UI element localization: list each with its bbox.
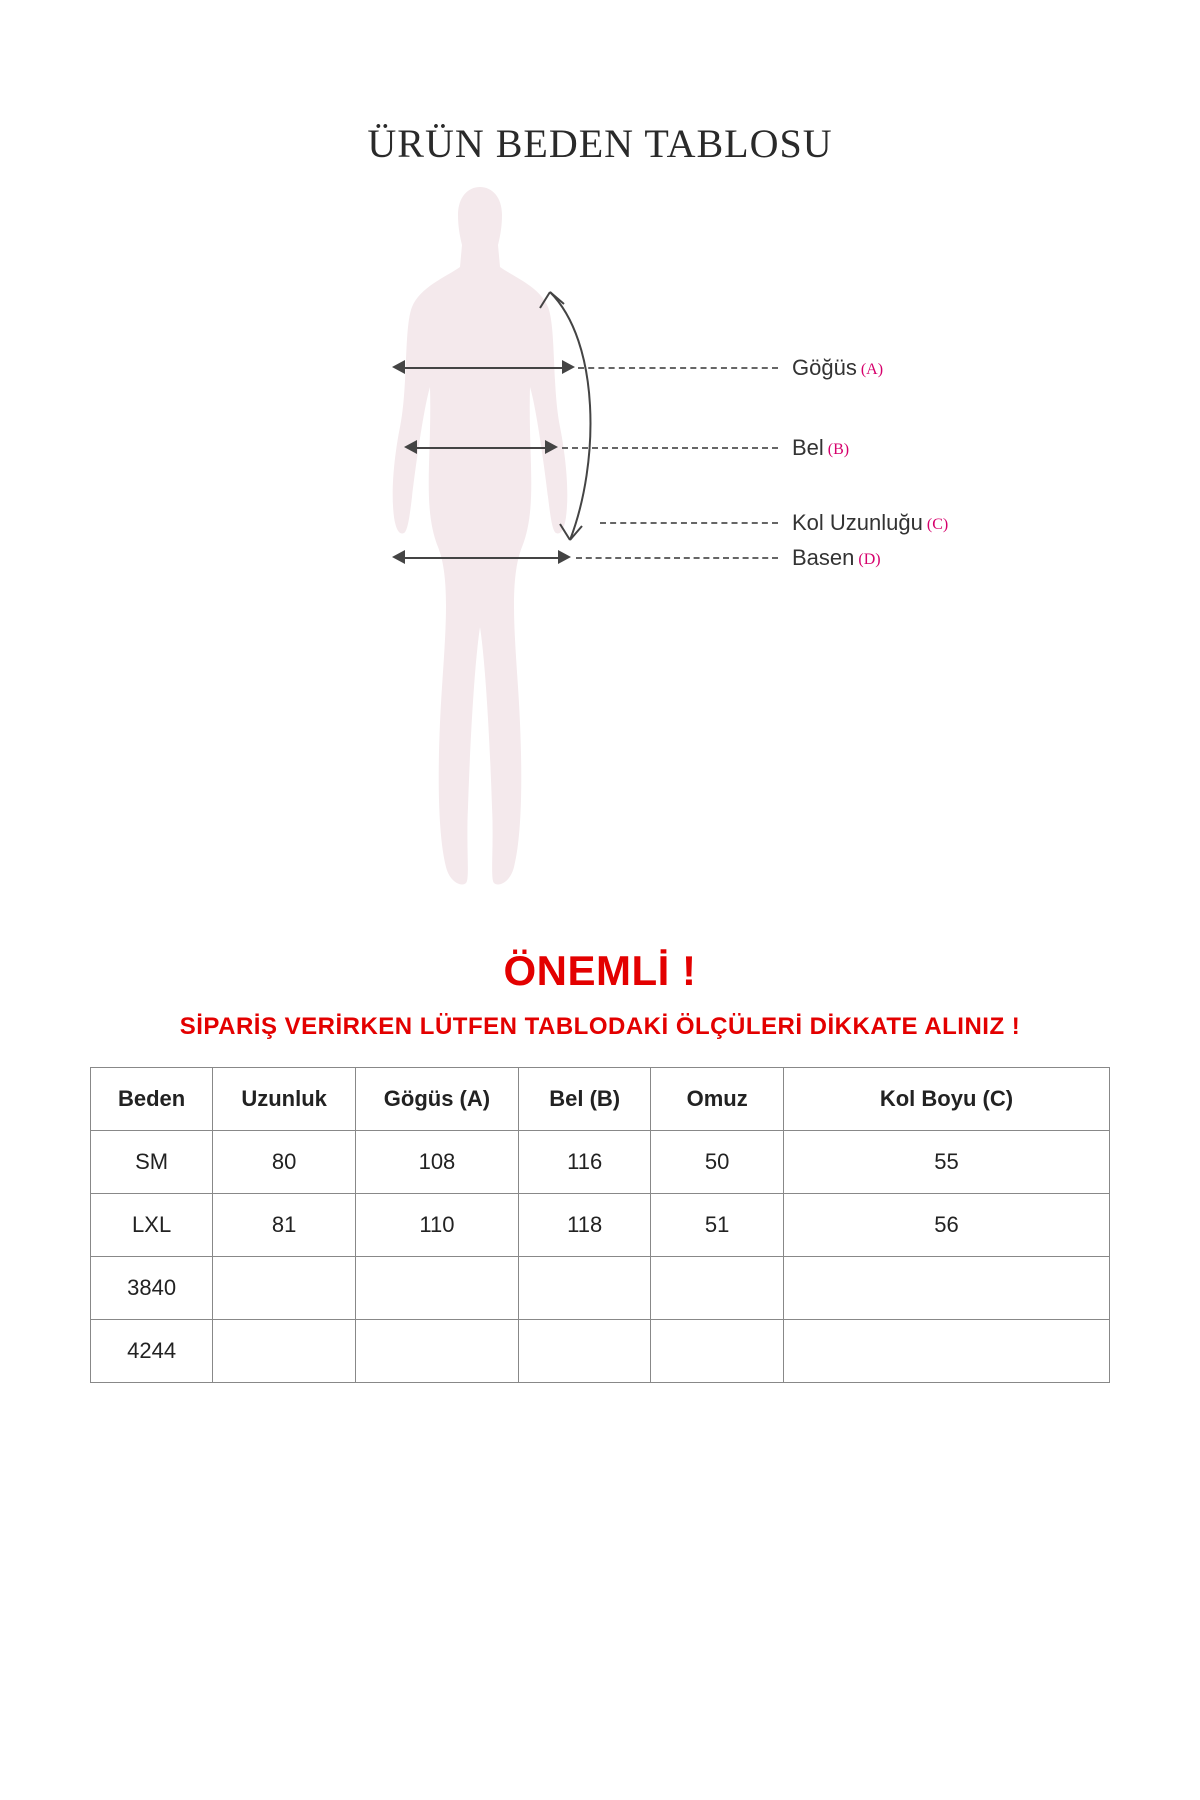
table-row: 3840 bbox=[91, 1257, 1110, 1320]
cell: 4244 bbox=[91, 1320, 213, 1383]
cell bbox=[355, 1320, 518, 1383]
cell: 3840 bbox=[91, 1257, 213, 1320]
cell: 51 bbox=[651, 1194, 783, 1257]
warning-subtitle: SİPARİŞ VERİRKEN LÜTFEN TABLODAKİ ÖLÇÜLE… bbox=[90, 1013, 1110, 1041]
col-bel: Bel (B) bbox=[518, 1068, 650, 1131]
cell: 50 bbox=[651, 1131, 783, 1194]
label-hip: Basen(D) bbox=[792, 545, 881, 571]
measure-curve-arm bbox=[530, 282, 610, 552]
size-chart-page: ÜRÜN BEDEN TABLOSU Göğüs(A) Bel(B) K bbox=[0, 0, 1200, 1443]
cell: SM bbox=[91, 1131, 213, 1194]
measure-line-hip bbox=[400, 557, 565, 559]
label-waist-code: (B) bbox=[828, 441, 849, 458]
body-diagram: Göğüs(A) Bel(B) Kol Uzunluğu(C) Basen(D) bbox=[100, 187, 1100, 887]
cell: 81 bbox=[213, 1194, 356, 1257]
cell: 116 bbox=[518, 1131, 650, 1194]
cell: 108 bbox=[355, 1131, 518, 1194]
col-kolboyu: Kol Boyu (C) bbox=[783, 1068, 1109, 1131]
label-bust-text: Göğüs bbox=[792, 355, 857, 380]
cell bbox=[651, 1257, 783, 1320]
col-gogus: Gögüs (A) bbox=[355, 1068, 518, 1131]
cell bbox=[783, 1320, 1109, 1383]
leader-hip bbox=[576, 557, 778, 559]
arrow-left-icon bbox=[404, 440, 417, 454]
cell bbox=[518, 1320, 650, 1383]
table-row: 4244 bbox=[91, 1320, 1110, 1383]
label-bust-code: (A) bbox=[861, 361, 883, 378]
label-arm-code: (C) bbox=[927, 516, 948, 533]
table-header-row: Beden Uzunluk Gögüs (A) Bel (B) Omuz Kol… bbox=[91, 1068, 1110, 1131]
col-beden: Beden bbox=[91, 1068, 213, 1131]
size-table: Beden Uzunluk Gögüs (A) Bel (B) Omuz Kol… bbox=[90, 1067, 1110, 1383]
cell: LXL bbox=[91, 1194, 213, 1257]
warning-title: ÖNEMLİ ! bbox=[90, 947, 1110, 995]
arrow-right-icon bbox=[558, 550, 571, 564]
cell bbox=[518, 1257, 650, 1320]
arrow-left-icon bbox=[392, 360, 405, 374]
arrow-left-icon bbox=[392, 550, 405, 564]
cell: 80 bbox=[213, 1131, 356, 1194]
label-bust: Göğüs(A) bbox=[792, 355, 883, 381]
label-arm-text: Kol Uzunluğu bbox=[792, 510, 923, 535]
cell bbox=[355, 1257, 518, 1320]
page-title: ÜRÜN BEDEN TABLOSU bbox=[90, 120, 1110, 167]
label-hip-text: Basen bbox=[792, 545, 854, 570]
label-hip-code: (D) bbox=[858, 551, 880, 568]
leader-arm bbox=[600, 522, 778, 524]
cell: 55 bbox=[783, 1131, 1109, 1194]
cell: 56 bbox=[783, 1194, 1109, 1257]
cell: 110 bbox=[355, 1194, 518, 1257]
col-uzunluk: Uzunluk bbox=[213, 1068, 356, 1131]
label-arm: Kol Uzunluğu(C) bbox=[792, 510, 948, 536]
cell: 118 bbox=[518, 1194, 650, 1257]
cell bbox=[213, 1320, 356, 1383]
cell bbox=[651, 1320, 783, 1383]
label-waist: Bel(B) bbox=[792, 435, 849, 461]
col-omuz: Omuz bbox=[651, 1068, 783, 1131]
table-row: SM 80 108 116 50 55 bbox=[91, 1131, 1110, 1194]
cell bbox=[783, 1257, 1109, 1320]
label-waist-text: Bel bbox=[792, 435, 824, 460]
table-row: LXL 81 110 118 51 56 bbox=[91, 1194, 1110, 1257]
cell bbox=[213, 1257, 356, 1320]
